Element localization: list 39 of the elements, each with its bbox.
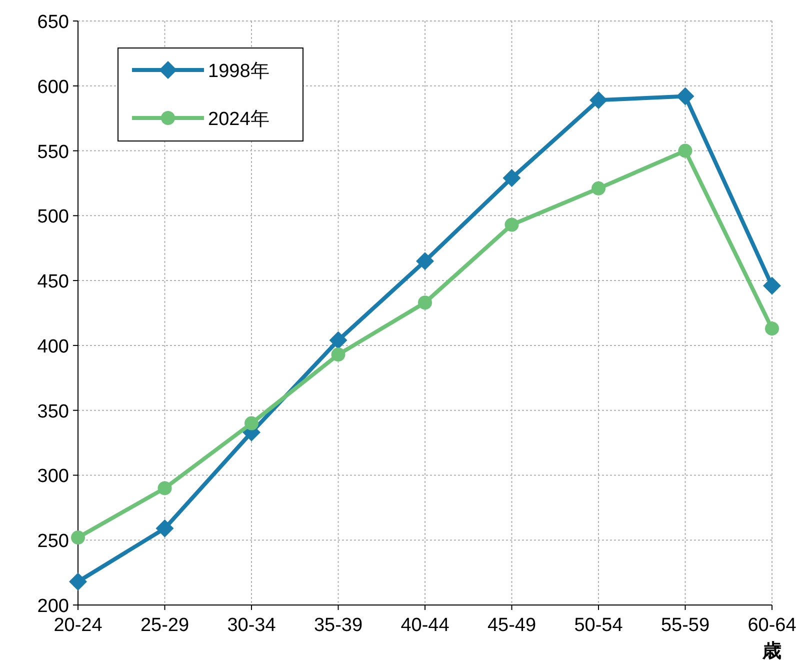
y-tick-label: 650 bbox=[37, 12, 69, 33]
point bbox=[676, 87, 694, 106]
x-tick-label: 60-64 bbox=[748, 615, 797, 636]
x-tick-label: 30-34 bbox=[227, 615, 276, 636]
y-tick-label: 250 bbox=[37, 531, 69, 552]
point bbox=[592, 181, 606, 196]
point bbox=[763, 276, 781, 295]
point bbox=[329, 331, 348, 350]
legend-label: 1998年 bbox=[208, 61, 270, 82]
point bbox=[590, 91, 608, 110]
point bbox=[244, 416, 258, 430]
point bbox=[418, 296, 432, 310]
point bbox=[69, 572, 87, 591]
point bbox=[156, 519, 174, 538]
y-tick-label: 400 bbox=[37, 336, 69, 358]
x-tick-label: 45-49 bbox=[487, 615, 536, 636]
point bbox=[331, 348, 346, 362]
point bbox=[158, 481, 172, 496]
point bbox=[678, 144, 692, 158]
y-tick-label: 200 bbox=[37, 596, 69, 617]
x-tick-label: 55-59 bbox=[660, 615, 710, 636]
y-tick-label: 600 bbox=[37, 76, 69, 98]
point bbox=[765, 322, 779, 336]
x-tick-label: 40-44 bbox=[400, 615, 450, 636]
x-tick-label: 35-39 bbox=[314, 615, 363, 636]
point bbox=[71, 530, 85, 545]
y-tick-label: 550 bbox=[37, 142, 69, 163]
x-tick-label: 50-54 bbox=[574, 615, 624, 636]
point bbox=[416, 252, 434, 270]
point bbox=[502, 169, 521, 188]
y-tick-label: 300 bbox=[37, 466, 69, 488]
point bbox=[504, 218, 519, 232]
x-tick-label: 25-29 bbox=[140, 615, 190, 636]
legend-label: 2024年 bbox=[208, 109, 270, 130]
y-tick-label: 350 bbox=[37, 401, 69, 422]
y-tick-label: 500 bbox=[37, 206, 69, 228]
x-axis-title: 歳 bbox=[762, 640, 782, 662]
x-tick-label: 20-24 bbox=[54, 615, 103, 636]
y-tick-label: 450 bbox=[37, 272, 69, 293]
